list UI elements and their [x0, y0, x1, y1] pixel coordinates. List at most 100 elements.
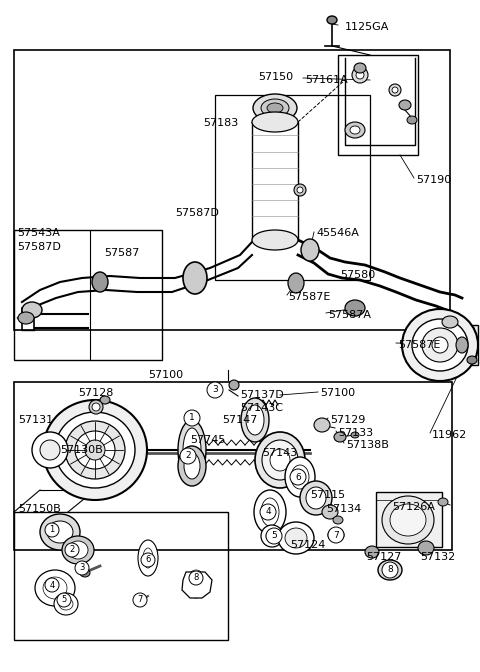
Ellipse shape [418, 541, 434, 555]
Circle shape [189, 571, 203, 585]
Ellipse shape [178, 420, 206, 480]
Ellipse shape [294, 184, 306, 196]
Ellipse shape [382, 496, 434, 544]
Ellipse shape [378, 560, 402, 580]
Text: 57126A: 57126A [392, 502, 435, 512]
Ellipse shape [392, 87, 398, 93]
Ellipse shape [350, 126, 360, 134]
Ellipse shape [92, 403, 100, 411]
Ellipse shape [183, 262, 207, 294]
Ellipse shape [270, 449, 290, 471]
Ellipse shape [138, 540, 158, 576]
Bar [376, 492, 442, 500]
Bar [14, 382, 452, 550]
Text: 1: 1 [189, 413, 195, 423]
Text: 2: 2 [70, 546, 74, 554]
Ellipse shape [345, 300, 365, 316]
Ellipse shape [18, 312, 34, 324]
Circle shape [133, 593, 147, 607]
Bar [215, 95, 370, 280]
Text: 1: 1 [49, 526, 55, 534]
Text: 8: 8 [193, 573, 199, 583]
Text: 8: 8 [387, 566, 393, 575]
Ellipse shape [183, 428, 201, 472]
Ellipse shape [278, 522, 314, 554]
Text: 4: 4 [265, 507, 271, 517]
Text: 57124: 57124 [290, 540, 325, 550]
Ellipse shape [422, 328, 458, 362]
Ellipse shape [47, 521, 73, 543]
Ellipse shape [365, 546, 379, 558]
Ellipse shape [327, 16, 337, 24]
Text: 11962: 11962 [432, 430, 467, 440]
Ellipse shape [356, 71, 364, 79]
Ellipse shape [59, 598, 73, 610]
Ellipse shape [43, 400, 147, 500]
Bar [376, 492, 442, 547]
Text: 3: 3 [212, 386, 218, 394]
Text: 57127: 57127 [366, 552, 401, 562]
Circle shape [260, 504, 276, 520]
Ellipse shape [22, 302, 42, 318]
Ellipse shape [186, 570, 206, 598]
Text: 57150: 57150 [258, 72, 293, 82]
Circle shape [75, 561, 89, 575]
Text: 57580: 57580 [340, 270, 375, 280]
Ellipse shape [297, 187, 303, 193]
Text: 57543A: 57543A [17, 228, 60, 238]
Ellipse shape [80, 569, 90, 577]
Ellipse shape [135, 600, 143, 606]
Ellipse shape [178, 446, 206, 486]
Text: 6: 6 [295, 472, 301, 482]
Ellipse shape [55, 412, 135, 488]
Ellipse shape [246, 405, 264, 435]
Ellipse shape [285, 528, 307, 548]
Ellipse shape [267, 103, 283, 113]
Text: 57138B: 57138B [346, 440, 389, 450]
Ellipse shape [35, 570, 75, 606]
Ellipse shape [40, 440, 60, 460]
Ellipse shape [262, 440, 298, 480]
Text: 57147: 57147 [222, 415, 257, 425]
Text: 57133: 57133 [338, 428, 373, 438]
Text: 57587D: 57587D [17, 242, 61, 252]
Ellipse shape [399, 100, 411, 110]
Text: 57150B: 57150B [18, 504, 61, 514]
Ellipse shape [322, 505, 338, 519]
Ellipse shape [345, 122, 365, 138]
Circle shape [266, 528, 282, 544]
Circle shape [180, 448, 196, 464]
Ellipse shape [252, 230, 298, 250]
Ellipse shape [300, 481, 332, 515]
Text: 1125GA: 1125GA [345, 22, 389, 32]
Text: 57134: 57134 [326, 504, 361, 514]
Text: 45546A: 45546A [316, 228, 359, 238]
Circle shape [57, 593, 71, 607]
Ellipse shape [333, 516, 343, 524]
Text: 57130B: 57130B [60, 445, 103, 455]
Polygon shape [182, 572, 212, 598]
Ellipse shape [351, 432, 359, 438]
Ellipse shape [253, 94, 297, 122]
Ellipse shape [266, 530, 278, 542]
Ellipse shape [412, 319, 468, 371]
Text: 57587: 57587 [104, 248, 139, 258]
Text: 57190: 57190 [416, 175, 451, 185]
Bar [440, 325, 478, 365]
Circle shape [382, 562, 398, 578]
Ellipse shape [314, 418, 330, 432]
Text: 7: 7 [333, 530, 339, 540]
Ellipse shape [254, 490, 286, 534]
Text: 57131: 57131 [18, 415, 53, 425]
Text: 57100: 57100 [320, 388, 355, 398]
Ellipse shape [241, 398, 269, 442]
Text: 3: 3 [79, 564, 84, 573]
Text: 57587D: 57587D [175, 208, 219, 218]
Ellipse shape [456, 337, 468, 353]
Ellipse shape [438, 498, 448, 506]
Circle shape [207, 382, 223, 398]
Bar [338, 55, 418, 155]
Ellipse shape [328, 528, 344, 542]
Ellipse shape [334, 432, 346, 442]
Ellipse shape [301, 239, 319, 261]
